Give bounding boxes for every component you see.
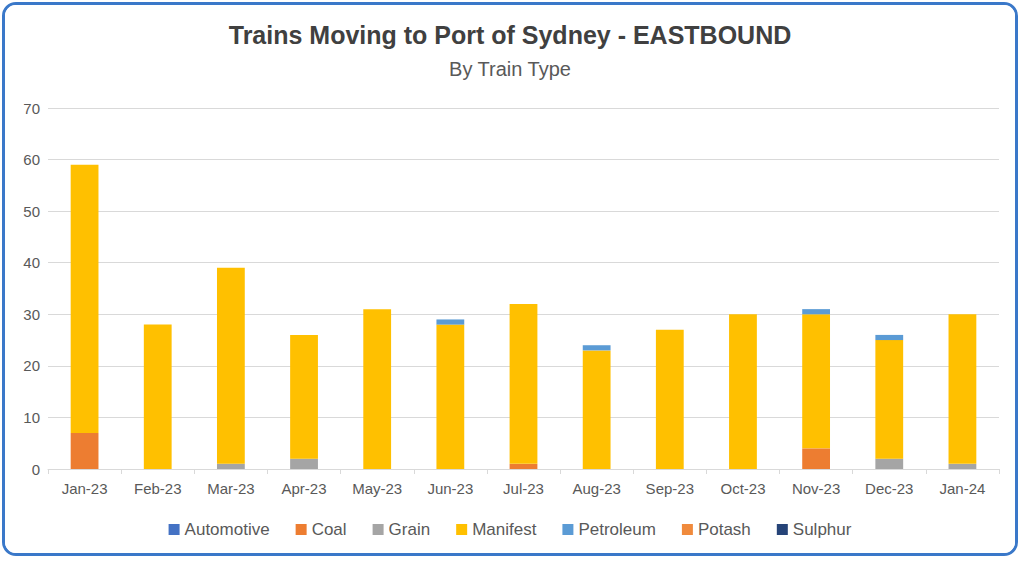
svg-text:Petroleum: Petroleum <box>578 520 655 539</box>
svg-text:Automotive: Automotive <box>185 520 270 539</box>
svg-text:Sep-23: Sep-23 <box>646 480 694 497</box>
svg-text:May-23: May-23 <box>352 480 402 497</box>
svg-text:Nov-23: Nov-23 <box>792 480 840 497</box>
svg-text:Sulphur: Sulphur <box>793 520 852 539</box>
svg-text:50: 50 <box>23 203 40 220</box>
svg-text:Potash: Potash <box>698 520 751 539</box>
svg-text:Grain: Grain <box>389 520 431 539</box>
svg-text:Dec-23: Dec-23 <box>865 480 913 497</box>
svg-text:Oct-23: Oct-23 <box>720 480 765 497</box>
svg-text:30: 30 <box>23 306 40 323</box>
svg-text:Manifest: Manifest <box>472 520 537 539</box>
svg-text:70: 70 <box>23 100 40 117</box>
svg-text:Aug-23: Aug-23 <box>572 480 620 497</box>
svg-text:20: 20 <box>23 357 40 374</box>
svg-text:40: 40 <box>23 254 40 271</box>
svg-text:Mar-23: Mar-23 <box>207 480 255 497</box>
svg-text:Coal: Coal <box>312 520 347 539</box>
svg-text:Apr-23: Apr-23 <box>282 480 327 497</box>
svg-text:Trains Moving to Port of Sydne: Trains Moving to Port of Sydney - EASTBO… <box>229 21 792 49</box>
svg-text:Jul-23: Jul-23 <box>503 480 544 497</box>
svg-text:By Train Type: By Train Type <box>449 58 571 80</box>
svg-text:Feb-23: Feb-23 <box>134 480 182 497</box>
svg-text:0: 0 <box>32 461 40 478</box>
svg-text:Jan-23: Jan-23 <box>62 480 108 497</box>
svg-text:Jan-24: Jan-24 <box>939 480 985 497</box>
svg-text:60: 60 <box>23 151 40 168</box>
svg-text:Jun-23: Jun-23 <box>427 480 473 497</box>
svg-text:10: 10 <box>23 409 40 426</box>
